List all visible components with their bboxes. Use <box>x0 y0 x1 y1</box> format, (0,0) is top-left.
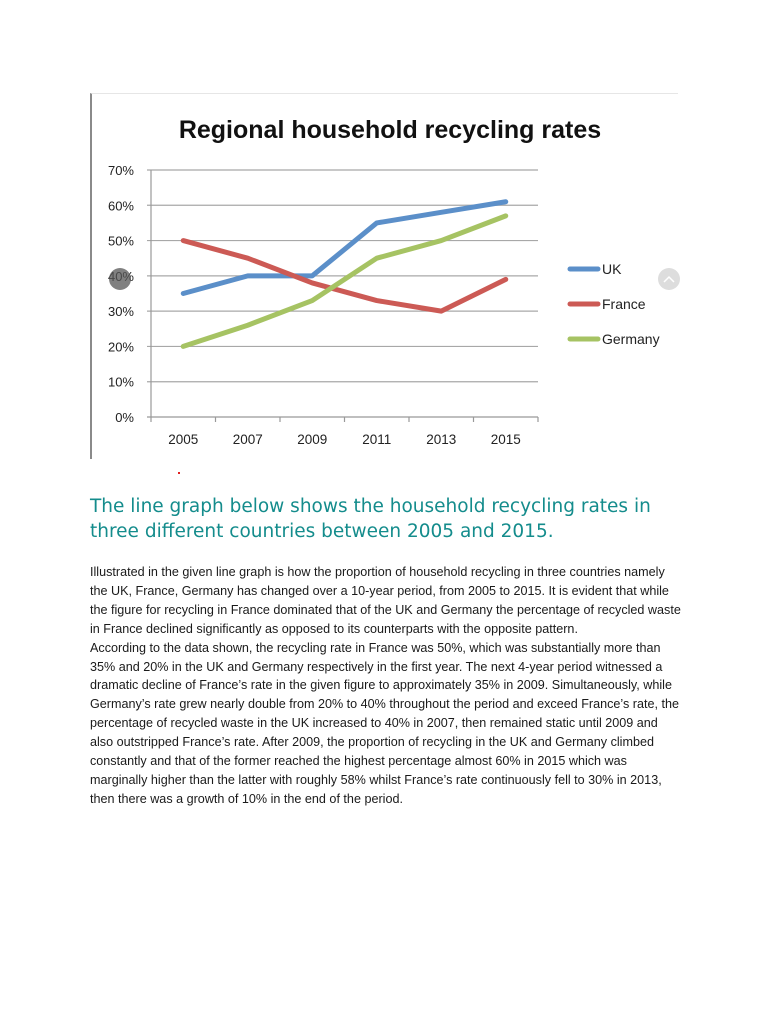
x-tick-label: 2007 <box>233 432 263 447</box>
series-line-france <box>180 238 509 314</box>
cursor-mark <box>178 472 180 474</box>
page-heading: The line graph below shows the household… <box>90 496 651 542</box>
y-tick-label: 50% <box>108 234 134 249</box>
x-tick-label: 2009 <box>297 432 327 447</box>
chart-title: Regional household recycling rates <box>179 116 601 144</box>
series-line-uk <box>180 199 509 296</box>
scroll-up-button[interactable] <box>658 268 680 290</box>
paragraph: According to the data shown, the recycli… <box>90 640 679 806</box>
line-chart: Regional household recycling rates 0% 10%… <box>108 116 680 447</box>
y-tick-label: 0% <box>115 410 134 425</box>
paragraph: Illustrated in the given line graph is h… <box>90 565 681 636</box>
series-line-germany <box>180 213 509 349</box>
y-tick-label: 60% <box>108 198 134 213</box>
legend-label: Germany <box>602 331 660 347</box>
y-tick-label: 20% <box>108 339 134 354</box>
x-tick-label: 2013 <box>426 432 456 447</box>
x-tick-label: 2015 <box>491 432 521 447</box>
essay-body: Illustrated in the given line graph is h… <box>90 563 682 809</box>
y-tick-label: 30% <box>108 304 134 319</box>
y-tick-label: 10% <box>108 375 134 390</box>
x-tick-label: 2005 <box>168 432 198 447</box>
x-tick-label: 2011 <box>362 432 391 447</box>
legend-label: France <box>602 296 646 312</box>
scroll-handle-icon[interactable] <box>109 268 131 290</box>
chevron-up-icon <box>663 275 675 283</box>
y-tick-label: 70% <box>108 163 134 178</box>
legend-label: UK <box>602 261 622 277</box>
chart-image: Regional household recycling rates 0% 10%… <box>90 93 680 459</box>
